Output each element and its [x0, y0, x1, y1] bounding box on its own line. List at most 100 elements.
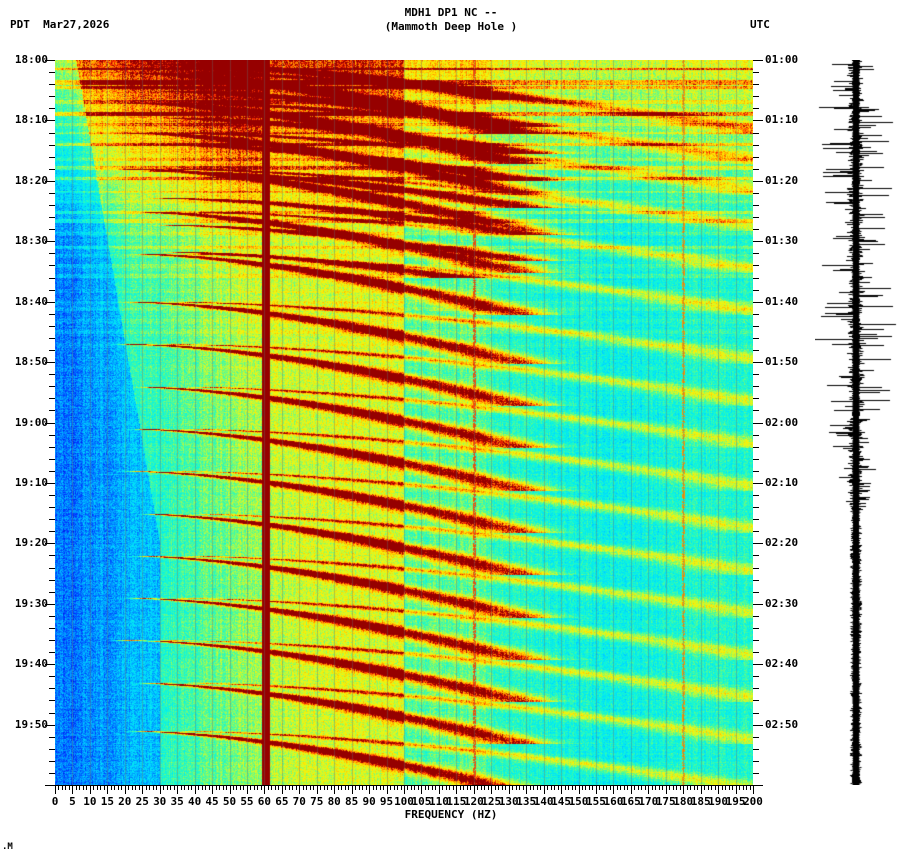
tick-major-utc [753, 604, 763, 605]
tick-minor-frequency [205, 785, 206, 790]
tick-minor-frequency [58, 785, 59, 790]
tick-minor-frequency [373, 785, 374, 790]
tick-major-frequency [299, 785, 300, 794]
tick-minor-frequency [170, 785, 171, 790]
tick-major-utc [753, 664, 763, 665]
tick-minor-frequency [289, 785, 290, 790]
frequency-label: 150 [568, 795, 589, 808]
tick-minor-utc [753, 435, 759, 436]
tick-minor-frequency [655, 785, 656, 790]
tick-minor-frequency [589, 785, 590, 790]
tick-minor-frequency [355, 785, 356, 790]
tick-minor-utc [753, 652, 759, 653]
tick-major-frequency [439, 785, 440, 794]
time-label-utc: 02:20 [765, 536, 799, 550]
tick-minor-frequency [488, 785, 489, 790]
tick-minor-frequency [739, 785, 740, 790]
tick-minor-frequency [167, 785, 168, 790]
tick-minor-frequency [338, 785, 339, 790]
tick-minor-frequency [407, 785, 408, 790]
tick-minor-frequency [362, 785, 363, 790]
tick-major-frequency [421, 785, 422, 794]
time-label-utc: 01:20 [765, 173, 799, 187]
tick-minor-frequency [100, 785, 101, 790]
tick-major-utc [753, 181, 763, 182]
tick-minor-frequency [216, 785, 217, 790]
tick-minor-frequency [446, 785, 447, 790]
tick-minor-frequency [240, 785, 241, 790]
frequency-label: 170 [638, 795, 659, 808]
frequency-label: 20 [118, 795, 132, 808]
tick-minor-frequency [306, 785, 307, 790]
tick-minor-frequency [484, 785, 485, 790]
tick-minor-utc [753, 386, 759, 387]
time-label-pdt: 19:00 [14, 415, 48, 429]
tick-minor-frequency [568, 785, 569, 790]
spectrogram-canvas [55, 60, 753, 785]
tick-minor-frequency [397, 785, 398, 790]
tick-major-frequency [125, 785, 126, 794]
tick-minor-utc [753, 145, 759, 146]
tick-minor-utc [753, 133, 759, 134]
time-label-pdt: 19:20 [14, 536, 48, 550]
tick-minor-utc [753, 471, 759, 472]
frequency-label: 85 [345, 795, 359, 808]
tick-minor-frequency [191, 785, 192, 790]
tick-major-pdt [45, 785, 55, 786]
tick-minor-frequency [156, 785, 157, 790]
tick-major-pdt [45, 423, 55, 424]
time-label-pdt: 19:40 [14, 657, 48, 671]
tick-minor-frequency [673, 785, 674, 790]
tick-minor-utc [753, 555, 759, 556]
tick-minor-frequency [470, 785, 471, 790]
tick-minor-frequency [268, 785, 269, 790]
tick-minor-frequency [565, 785, 566, 790]
tick-major-utc [753, 362, 763, 363]
tick-major-frequency [107, 785, 108, 794]
tick-major-pdt [45, 181, 55, 182]
tick-minor-frequency [236, 785, 237, 790]
tick-minor-frequency [617, 785, 618, 790]
tick-minor-frequency [662, 785, 663, 790]
tick-minor-frequency [463, 785, 464, 790]
tick-minor-frequency [585, 785, 586, 790]
time-label-pdt: 18:20 [14, 173, 48, 187]
tick-major-frequency [491, 785, 492, 794]
tick-minor-utc [753, 157, 759, 158]
tick-minor-frequency [603, 785, 604, 790]
tick-major-frequency [544, 785, 545, 794]
frequency-label: 25 [135, 795, 149, 808]
tick-minor-frequency [708, 785, 709, 790]
tick-minor-frequency [303, 785, 304, 790]
frequency-label: 140 [533, 795, 554, 808]
frequency-label: 5 [69, 795, 76, 808]
time-label-utc: 01:30 [765, 234, 799, 248]
tick-minor-frequency [254, 785, 255, 790]
tick-major-frequency [561, 785, 562, 794]
tick-minor-frequency [275, 785, 276, 790]
tick-minor-utc [753, 749, 759, 750]
frequency-label: 195 [725, 795, 746, 808]
frequency-label: 80 [327, 795, 341, 808]
tick-minor-frequency [83, 785, 84, 790]
tick-minor-utc [753, 278, 759, 279]
tick-major-pdt [45, 60, 55, 61]
time-label-pdt: 18:30 [14, 234, 48, 248]
artifact-glyph: .M [2, 842, 13, 852]
tick-minor-frequency [383, 785, 384, 790]
tick-minor-utc [753, 676, 759, 677]
tick-minor-frequency [498, 785, 499, 790]
tick-major-frequency [212, 785, 213, 794]
tick-minor-utc [753, 205, 759, 206]
tick-minor-frequency [233, 785, 234, 790]
tick-minor-frequency [746, 785, 747, 790]
frequency-label: 75 [310, 795, 324, 808]
tick-minor-frequency [554, 785, 555, 790]
tick-minor-frequency [226, 785, 227, 790]
tick-major-frequency [683, 785, 684, 794]
tick-minor-frequency [460, 785, 461, 790]
frequency-label: 90 [362, 795, 376, 808]
tick-minor-frequency [711, 785, 712, 790]
tick-minor-frequency [324, 785, 325, 790]
plot-bottom-border [55, 785, 753, 786]
